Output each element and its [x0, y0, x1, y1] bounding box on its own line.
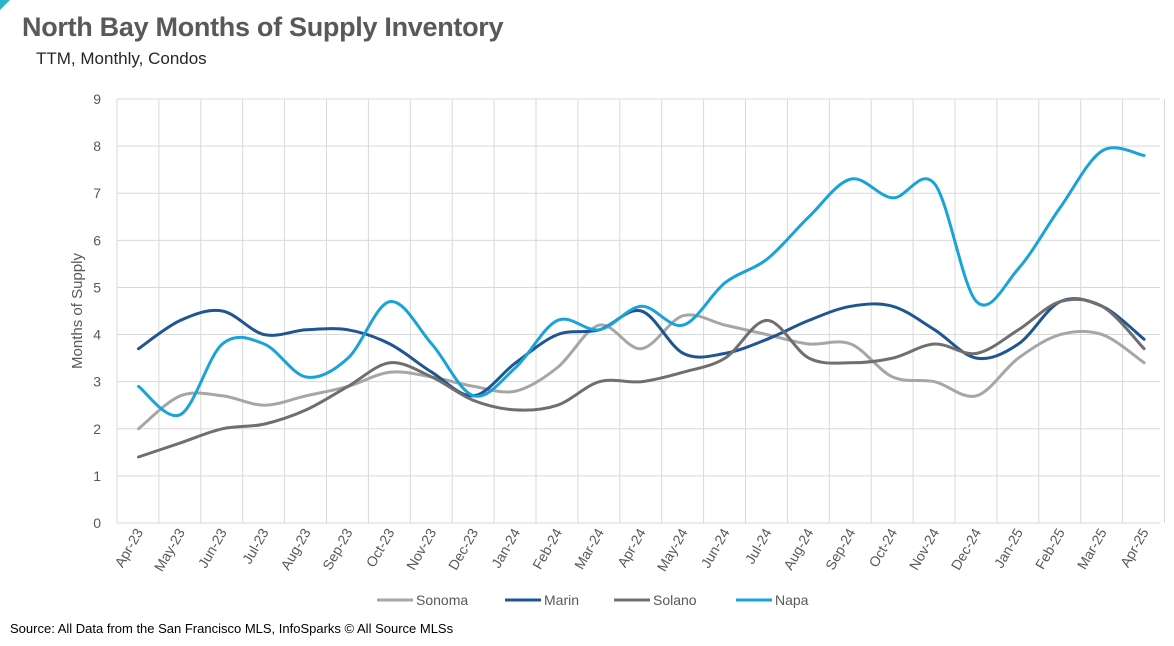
y-tick-label: 1 — [93, 468, 101, 484]
x-tick-label: Jun-24 — [697, 525, 732, 570]
chart-subtitle: TTM, Monthly, Condos — [36, 49, 207, 68]
y-tick-label: 6 — [93, 232, 101, 248]
legend-label-marin: Marin — [544, 592, 579, 608]
legend-label-sonoma: Sonoma — [416, 592, 468, 608]
x-tick-label: Jun-23 — [195, 525, 230, 570]
chart-title: North Bay Months of Supply Inventory — [22, 12, 504, 42]
x-tick-label: May-23 — [151, 525, 188, 574]
x-tick-label: Jul-23 — [239, 525, 272, 566]
gridlines — [116, 98, 1165, 524]
x-tick-label: Mar-25 — [1074, 525, 1110, 572]
y-axis-ticks: 0 1 2 3 4 5 6 7 8 9 — [93, 91, 101, 531]
x-tick-label: Jan-24 — [488, 525, 523, 570]
y-tick-label: 4 — [93, 327, 101, 343]
x-tick-label: Dec-24 — [948, 525, 985, 572]
x-tick-label: Nov-23 — [403, 525, 440, 572]
x-tick-label: Feb-24 — [529, 525, 565, 572]
series-line-solano — [137, 297, 1146, 459]
x-tick-label: Apr-25 — [1117, 525, 1152, 570]
x-tick-label: Apr-23 — [111, 525, 146, 570]
y-tick-label: 7 — [93, 185, 101, 201]
y-tick-label: 8 — [93, 138, 101, 154]
x-tick-label: Apr-24 — [614, 525, 649, 570]
x-tick-label: Aug-23 — [277, 525, 314, 572]
x-tick-label: Oct-23 — [363, 525, 398, 570]
corner-accent — [0, 0, 10, 10]
x-tick-label: Aug-24 — [780, 525, 817, 572]
y-tick-label: 2 — [93, 421, 101, 437]
x-tick-label: Jul-24 — [742, 525, 775, 566]
legend-label-solano: Solano — [653, 592, 697, 608]
x-tick-label: Sep-24 — [822, 525, 859, 572]
x-tick-label: Oct-24 — [865, 525, 900, 570]
y-tick-label: 0 — [93, 515, 101, 531]
x-axis-ticks: Apr-23 May-23 Jun-23 Jul-23 Aug-23 Sep-23 Oct-… — [111, 525, 1152, 574]
x-tick-label: Jan-25 — [991, 525, 1026, 570]
y-tick-label: 3 — [93, 374, 101, 390]
x-tick-label: Nov-24 — [906, 525, 943, 572]
x-tick-label: May-24 — [654, 525, 691, 574]
series-line-sonoma — [137, 313, 1146, 431]
series-lines — [137, 146, 1146, 459]
x-tick-label: Dec-23 — [445, 525, 482, 572]
x-tick-label: Mar-24 — [571, 525, 607, 572]
series-line-marin — [137, 297, 1146, 398]
y-tick-label: 5 — [93, 279, 101, 295]
legend: Sonoma Marin Solano Napa — [377, 592, 809, 608]
x-tick-label: Feb-25 — [1032, 525, 1068, 572]
legend-label-napa: Napa — [775, 592, 809, 608]
source-note: Source: All Data from the San Francisco … — [10, 621, 454, 636]
series-line-napa — [137, 146, 1146, 418]
y-axis-title: Months of Supply — [69, 253, 86, 369]
y-tick-label: 9 — [93, 91, 101, 107]
x-tick-label: Sep-23 — [319, 525, 356, 572]
